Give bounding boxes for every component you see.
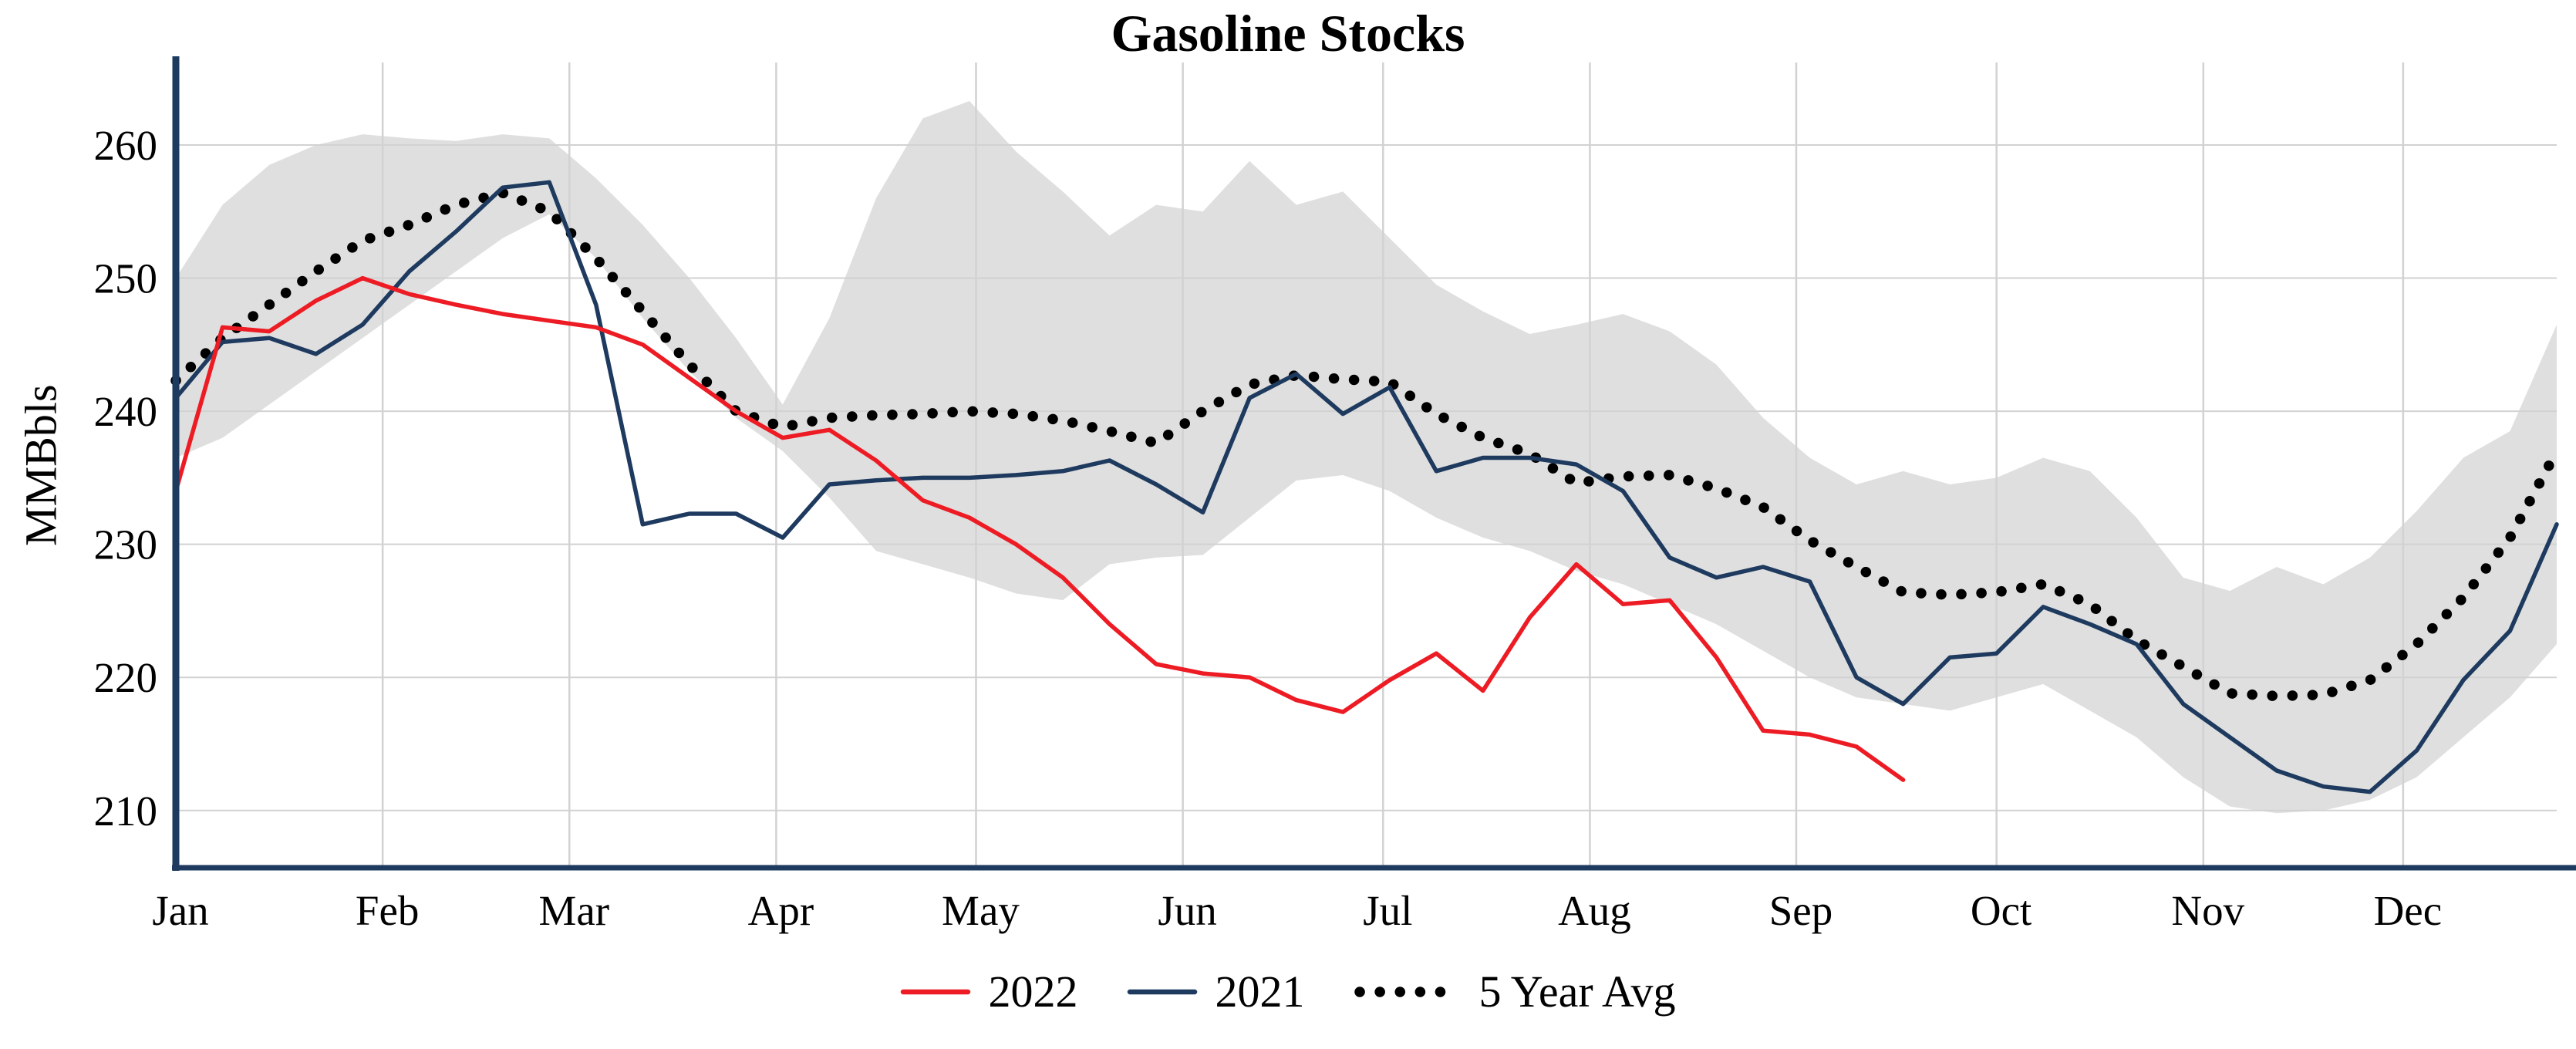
legend: 2022 2021 5 Year Avg <box>0 966 2576 1017</box>
svg-text:Jun: Jun <box>1158 887 1216 934</box>
svg-text:230: 230 <box>94 521 158 568</box>
svg-text:210: 210 <box>94 788 158 835</box>
svg-text:Dec: Dec <box>2374 887 2443 934</box>
legend-swatch-5yr-avg-dotted-line <box>1354 986 1462 997</box>
svg-text:Nov: Nov <box>2171 887 2244 934</box>
svg-text:Mar: Mar <box>538 887 609 934</box>
legend-label-5yr-avg: 5 Year Avg <box>1479 966 1676 1017</box>
legend-label-2021: 2021 <box>1215 966 1305 1017</box>
svg-text:240: 240 <box>94 388 158 435</box>
svg-text:Aug: Aug <box>1558 887 1631 934</box>
legend-swatch-2022-line <box>901 989 971 994</box>
svg-text:May: May <box>942 887 1020 934</box>
svg-text:Sep: Sep <box>1769 887 1833 934</box>
svg-text:250: 250 <box>94 255 158 302</box>
svg-text:Jul: Jul <box>1363 887 1412 934</box>
svg-text:Jan: Jan <box>152 887 208 934</box>
svg-text:220: 220 <box>94 654 158 701</box>
svg-text:Apr: Apr <box>748 887 814 934</box>
legend-item-2022: 2022 <box>900 966 1077 1017</box>
svg-text:260: 260 <box>94 122 158 169</box>
legend-item-5yr-avg: 5 Year Avg <box>1354 966 1676 1017</box>
legend-item-2021: 2021 <box>1127 966 1304 1017</box>
svg-text:Feb: Feb <box>356 887 420 934</box>
legend-label-2022: 2022 <box>988 966 1078 1017</box>
chart-title: Gasoline Stocks <box>1111 4 1465 62</box>
legend-swatch-2021-line <box>1128 989 1198 994</box>
svg-text:Oct: Oct <box>1971 887 2031 934</box>
